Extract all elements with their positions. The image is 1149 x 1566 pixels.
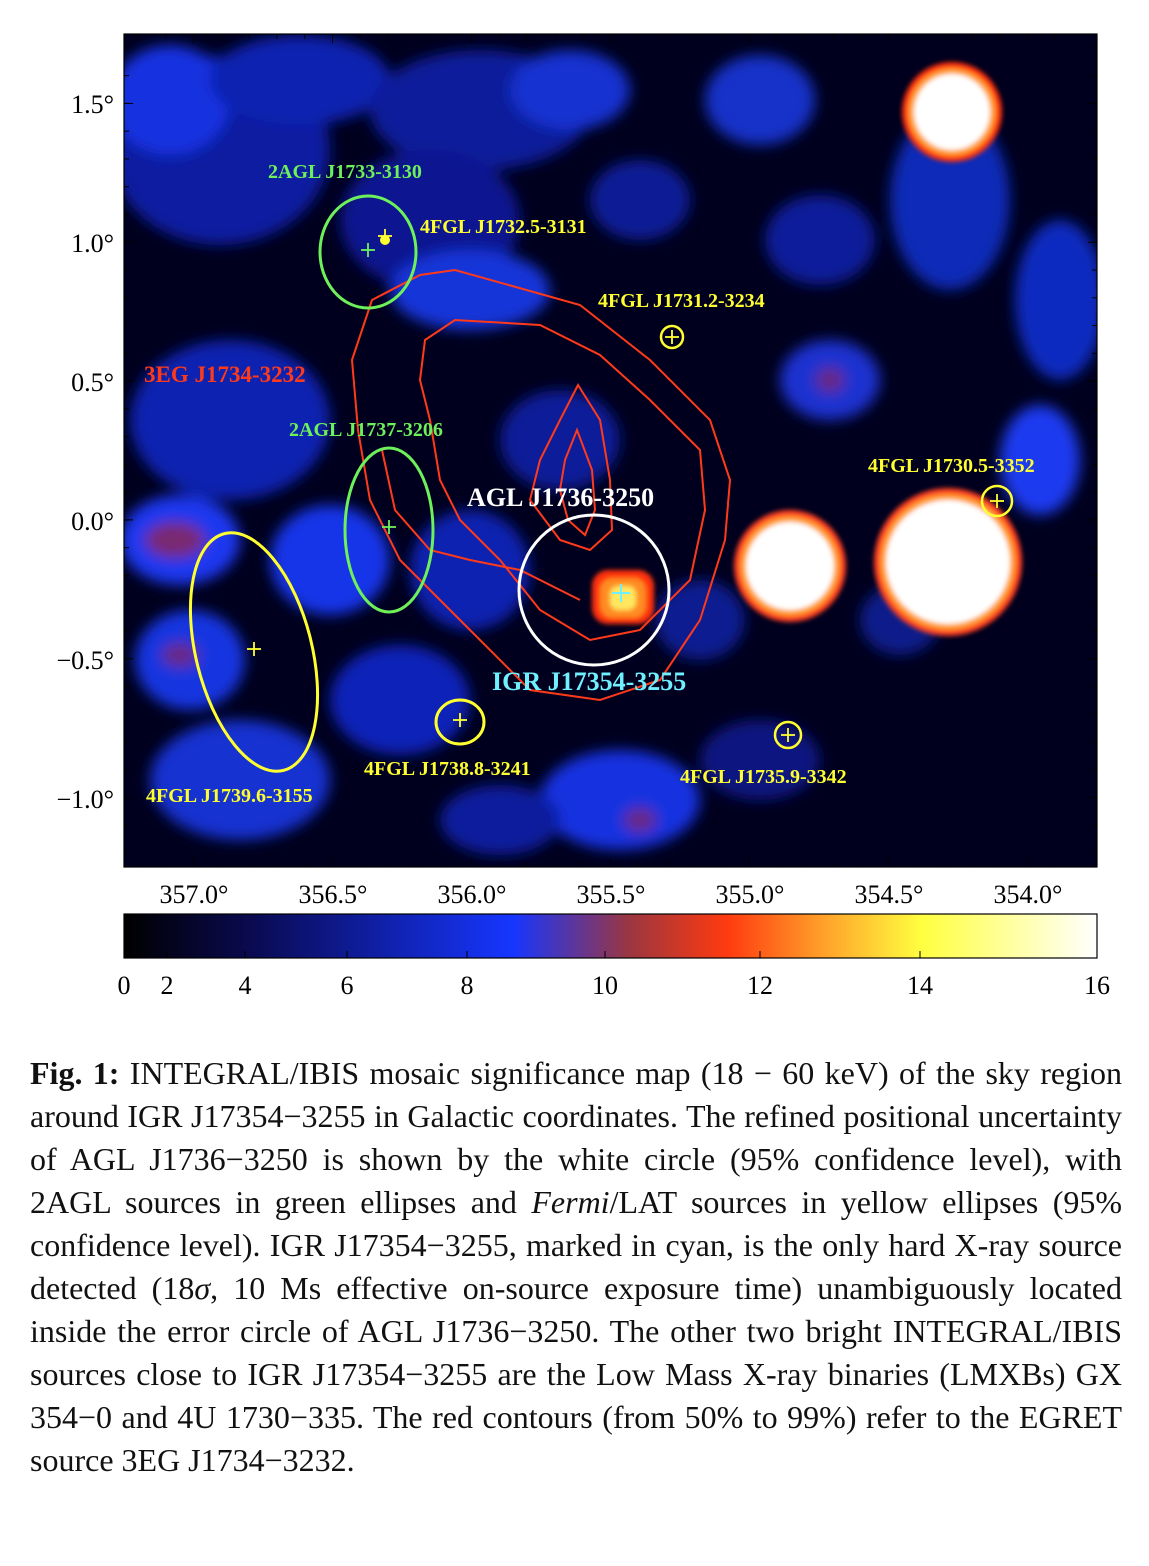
agl2-j1737-ellipse [343, 446, 435, 614]
label-4fgl-j1731: 4FGL J1731.2-3234 [598, 290, 765, 312]
y-tick-label: 0.5° [71, 368, 114, 397]
label-4fgl-j1735: 4FGL J1735.9-3342 [680, 766, 847, 788]
caption-sigma: σ [194, 1270, 211, 1306]
x-tick-label: 355.5° [577, 880, 646, 909]
egret-contour-segment [381, 449, 581, 601]
y-axis-tick-labels: 1.5° 1.0° 0.5° 0.0° −0.5° −1.0° [56, 90, 114, 814]
caption-fermi: Fermi [531, 1184, 610, 1220]
colorbar-tick-label: 12 [747, 971, 773, 1000]
y-tick-label: 0.0° [71, 507, 114, 536]
axis-ticks [124, 34, 1097, 867]
colorbar-tick-label: 8 [461, 971, 474, 1000]
y-tick-label: −0.5° [56, 646, 114, 675]
caption-text-part2: /LAT sources in yellow ellipses (95% con… [30, 1184, 1123, 1306]
label-4fgl-j1732: 4FGL J1732.5-3131 [420, 216, 587, 238]
x-tick-label: 355.0° [716, 880, 785, 909]
significance-map-figure: 1.5° 1.0° 0.5° 0.0° −0.5° −1.0° 357.0° 3… [56, 33, 1111, 1000]
colorbar-tick-label: 10 [592, 971, 618, 1000]
x-tick-label: 356.5° [299, 880, 368, 909]
fgl-j1735-ellipse [773, 720, 803, 750]
agl2-j1733-ellipse [318, 194, 418, 310]
agl2-sources [318, 194, 435, 614]
label-2agl-j1737: 2AGL J1737-3206 [289, 419, 443, 441]
cross-marker-icon [361, 243, 396, 534]
cross-marker-icon [247, 229, 1004, 742]
caption-text-part1: INTEGRAL/IBIS mosaic significance map (1… [30, 1055, 1123, 1220]
fgl-j1739-ellipse [188, 531, 320, 773]
label-igr-j17354: IGR J17354-3255 [492, 667, 686, 696]
fermi-sources [188, 229, 1014, 773]
label-3eg-j1734: 3EG J1734-3232 [144, 362, 306, 387]
x-tick-label: 354.5° [855, 880, 924, 909]
egret-contour-99 [558, 427, 597, 537]
colorbar-tick-label: 6 [341, 971, 354, 1000]
label-agl-j1736: AGL J1736-3250 [467, 483, 654, 512]
egret-contour-50 [350, 268, 732, 702]
colorbar-ticks [123, 951, 1098, 958]
y-tick-label: −1.0° [56, 785, 114, 814]
fgl-j1730-ellipse [980, 484, 1014, 518]
colorbar [123, 913, 1098, 959]
egret-contours [350, 268, 732, 702]
y-tick-label: 1.0° [71, 229, 114, 258]
y-tick-label: 1.5° [71, 90, 114, 119]
figure-caption: Fig. 1: INTEGRAL/IBIS mosaic significanc… [30, 1052, 1122, 1482]
x-tick-label: 354.0° [994, 880, 1063, 909]
label-4fgl-j1739: 4FGL J1739.6-3155 [146, 785, 313, 807]
igr-cross-marker-icon [612, 584, 630, 602]
colorbar-tick-label: 4 [239, 971, 252, 1000]
colorbar-tick-label: 16 [1084, 971, 1110, 1000]
x-tick-label: 357.0° [160, 880, 229, 909]
egret-contour-68 [418, 318, 707, 642]
fgl-j1731-ellipse [659, 324, 685, 350]
significance-map-image [124, 34, 1097, 867]
caption-text-part3: , 10 Ms effective on-source exposure tim… [30, 1270, 1123, 1478]
agl-j1736-error-circle [517, 513, 671, 667]
fgl-j1738-ellipse [434, 698, 486, 746]
label-4fgl-j1738: 4FGL J1738.8-3241 [364, 758, 531, 780]
source-labels: 2AGL J1733-3130 4FGL J1732.5-3131 4FGL J… [144, 161, 1035, 807]
colorbar-tick-labels: 0 2 4 6 8 10 12 14 16 [118, 971, 1111, 1000]
x-axis-tick-labels: 357.0° 356.5° 356.0° 355.5° 355.0° 354.5… [160, 880, 1063, 909]
label-2agl-j1733: 2AGL J1733-3130 [268, 161, 422, 183]
colorbar-tick-label: 14 [907, 971, 933, 1000]
label-4fgl-j1730: 4FGL J1730.5-3352 [868, 455, 1035, 477]
x-tick-label: 356.0° [438, 880, 507, 909]
caption-label: Fig. 1: [30, 1055, 120, 1091]
colorbar-tick-label: 2 [161, 971, 174, 1000]
egret-contour-95 [528, 382, 614, 552]
colorbar-tick-label: 0 [118, 971, 131, 1000]
